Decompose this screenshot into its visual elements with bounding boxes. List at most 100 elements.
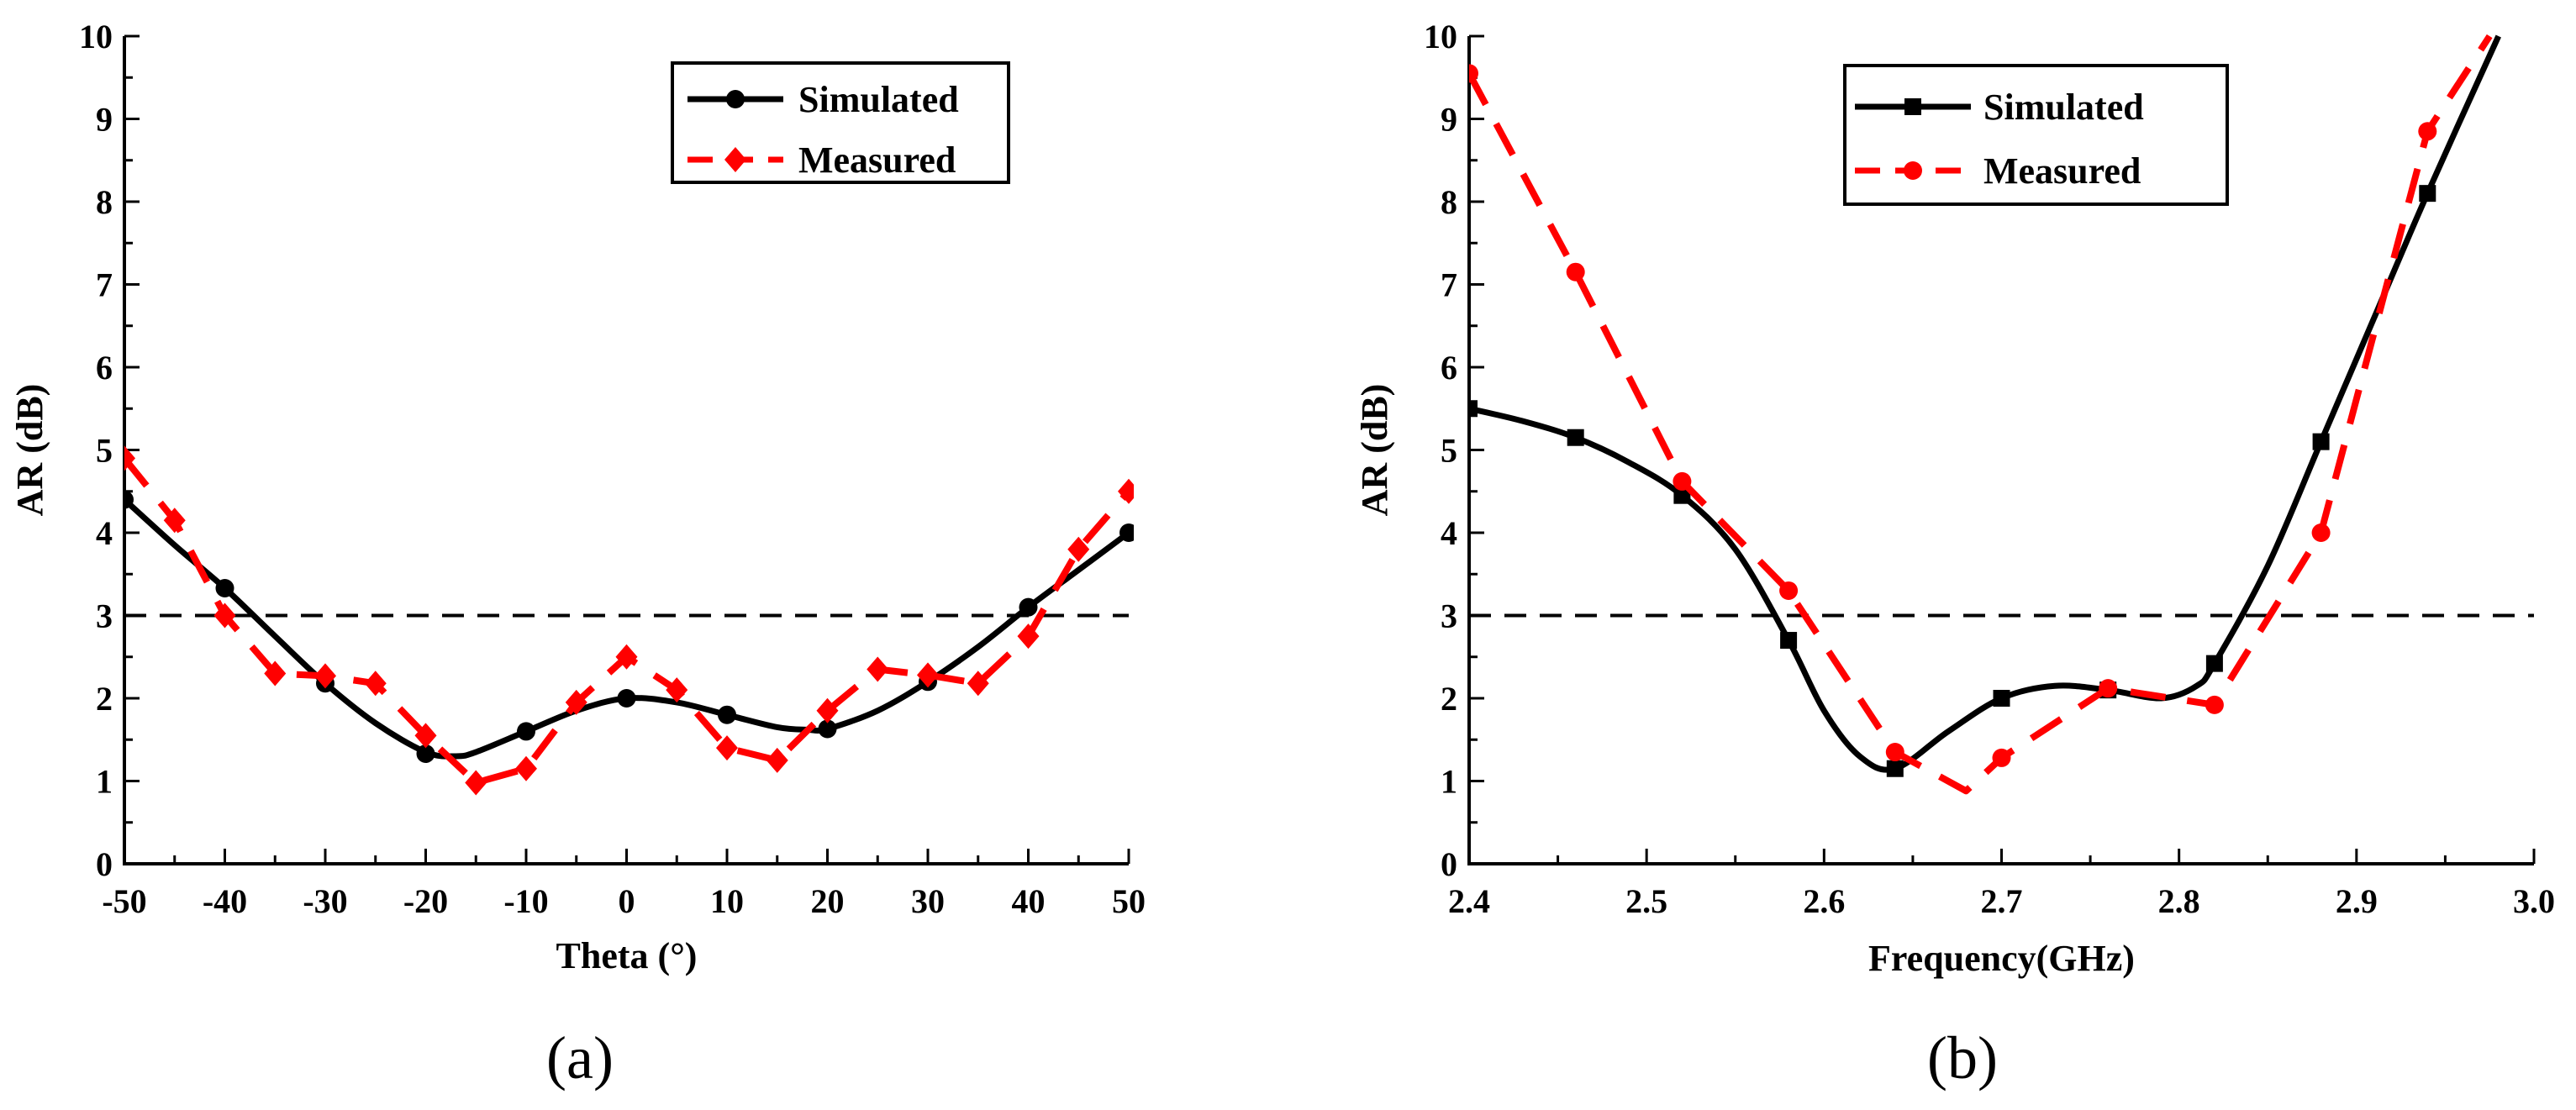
data-point-simulated [1119, 523, 1134, 542]
data-point-measured [716, 735, 738, 761]
x-tick-label: 3.0 [2513, 882, 2555, 920]
y-tick-label: 4 [96, 514, 113, 552]
data-point-measured [163, 508, 186, 534]
y-tick-label: 1 [96, 763, 113, 801]
data-point-measured [465, 770, 487, 796]
data-point-measured [314, 663, 336, 689]
data-point-simulated [416, 744, 435, 763]
data-point-simulated [1469, 400, 1478, 418]
legend-label-simulated: Simulated [1983, 87, 2144, 128]
x-tick-label: 40 [1012, 882, 1046, 920]
plot-area [124, 445, 1134, 796]
data-point-simulated [2205, 655, 2223, 672]
legend: Simulated Measured [671, 61, 1010, 184]
legend-marker-simulated [1904, 98, 1921, 115]
data-point-measured [124, 445, 135, 471]
x-tick-label: 50 [1112, 882, 1146, 920]
legend-marker-simulated [726, 90, 745, 108]
data-point-measured [364, 671, 387, 697]
y-tick-label: 5 [1441, 432, 1457, 470]
y-tick-label: 3 [96, 597, 113, 635]
legend-marker-measured [1904, 161, 1922, 180]
x-tick-label: 2.4 [1448, 882, 1490, 920]
data-point-simulated [1673, 487, 1691, 504]
y-tick-label: 3 [1441, 597, 1457, 635]
data-point-measured [1469, 64, 1478, 83]
data-point-simulated [617, 689, 636, 708]
x-tick-label: 0 [619, 882, 635, 920]
data-point-measured [867, 656, 889, 682]
data-point-measured [2099, 679, 2118, 698]
data-point-simulated [2312, 433, 2330, 450]
x-tick-label: -40 [203, 882, 247, 920]
x-tick-label: 2.9 [2336, 882, 2378, 920]
data-point-measured [766, 747, 788, 773]
figure-caption: (b) [1927, 1024, 1998, 1092]
data-point-measured [917, 662, 939, 688]
data-point-measured [1067, 536, 1090, 562]
series-line-measured [1469, 34, 2493, 795]
data-point-simulated [517, 722, 535, 741]
data-point-simulated [718, 705, 736, 724]
x-tick-label: -20 [403, 882, 448, 920]
series-line-measured [124, 455, 1132, 786]
y-tick-label: 9 [1441, 101, 1457, 139]
x-tick-label: 2.7 [1981, 882, 2023, 920]
data-point-measured [1566, 262, 1585, 281]
x-tick-label: 20 [811, 882, 845, 920]
y-tick-label: 8 [1441, 183, 1457, 221]
data-point-measured [1779, 581, 1799, 600]
data-point-measured [264, 660, 287, 687]
legend-label-measured: Measured [1983, 150, 2141, 192]
y-tick-label: 4 [1441, 514, 1457, 552]
x-tick-label: 2.5 [1625, 882, 1667, 920]
x-tick-label: 2.8 [2158, 882, 2200, 920]
legend-label-simulated: Simulated [798, 79, 959, 120]
chart-b: 0 1 2 3 4 5 6 7 8 9 10 2.4 2.5 2.6 2.7 2.8 2.9 3.0 Frequen… [1354, 18, 2555, 1092]
y-tick-label: 7 [1441, 266, 1457, 304]
figure-caption: (a) [546, 1024, 614, 1092]
chart-a: 0 1 2 3 4 5 6 7 8 9 10 -50 -40 -30 -20 -10 0 10 20 30 40 50 Th… [9, 18, 1146, 1092]
x-axis-title: Frequency(GHz) [1868, 938, 2135, 979]
legend-box [1843, 64, 2229, 206]
y-tick-label: 10 [1424, 18, 1457, 55]
data-point-measured [816, 697, 839, 723]
y-tick-label: 6 [1441, 349, 1457, 387]
data-point-measured [615, 644, 638, 670]
y-tick-label: 6 [96, 349, 113, 387]
data-point-simulated [1567, 429, 1584, 446]
y-tick-label: 10 [79, 18, 113, 55]
data-point-measured [565, 689, 587, 715]
data-point-measured [414, 723, 437, 749]
y-tick-label: 0 [96, 845, 113, 883]
plot-area [1469, 34, 2501, 795]
data-point-simulated [818, 719, 837, 739]
y-tick-label: 2 [96, 680, 113, 718]
x-tick-label: 30 [911, 882, 945, 920]
y-tick-label: 2 [1441, 680, 1457, 718]
data-point-simulated [1993, 690, 2010, 707]
data-point-simulated [124, 490, 134, 509]
y-tick-label: 7 [96, 266, 113, 304]
data-point-measured [1992, 748, 2011, 767]
y-axis-title: AR (dB) [1354, 384, 1395, 517]
data-point-measured [1118, 478, 1134, 504]
y-tick-label: 1 [1441, 763, 1457, 801]
x-tick-label: 10 [710, 882, 744, 920]
data-point-measured [1885, 743, 1904, 762]
legend-marker-measured [724, 147, 746, 172]
x-tick-label: -10 [503, 882, 548, 920]
x-tick-label: -30 [303, 882, 347, 920]
x-tick-label: 2.6 [1803, 882, 1845, 920]
data-point-simulated [215, 578, 234, 597]
y-axis-title: AR (dB) [9, 384, 50, 517]
data-point-measured [515, 755, 537, 781]
data-point-simulated [1886, 760, 1904, 777]
data-point-measured [1673, 471, 1692, 491]
series-line-simulated [124, 497, 1131, 760]
data-point-simulated [1780, 632, 1798, 650]
data-point-measured [2205, 695, 2224, 714]
data-point-measured [967, 671, 989, 697]
data-point-measured [2311, 523, 2331, 542]
